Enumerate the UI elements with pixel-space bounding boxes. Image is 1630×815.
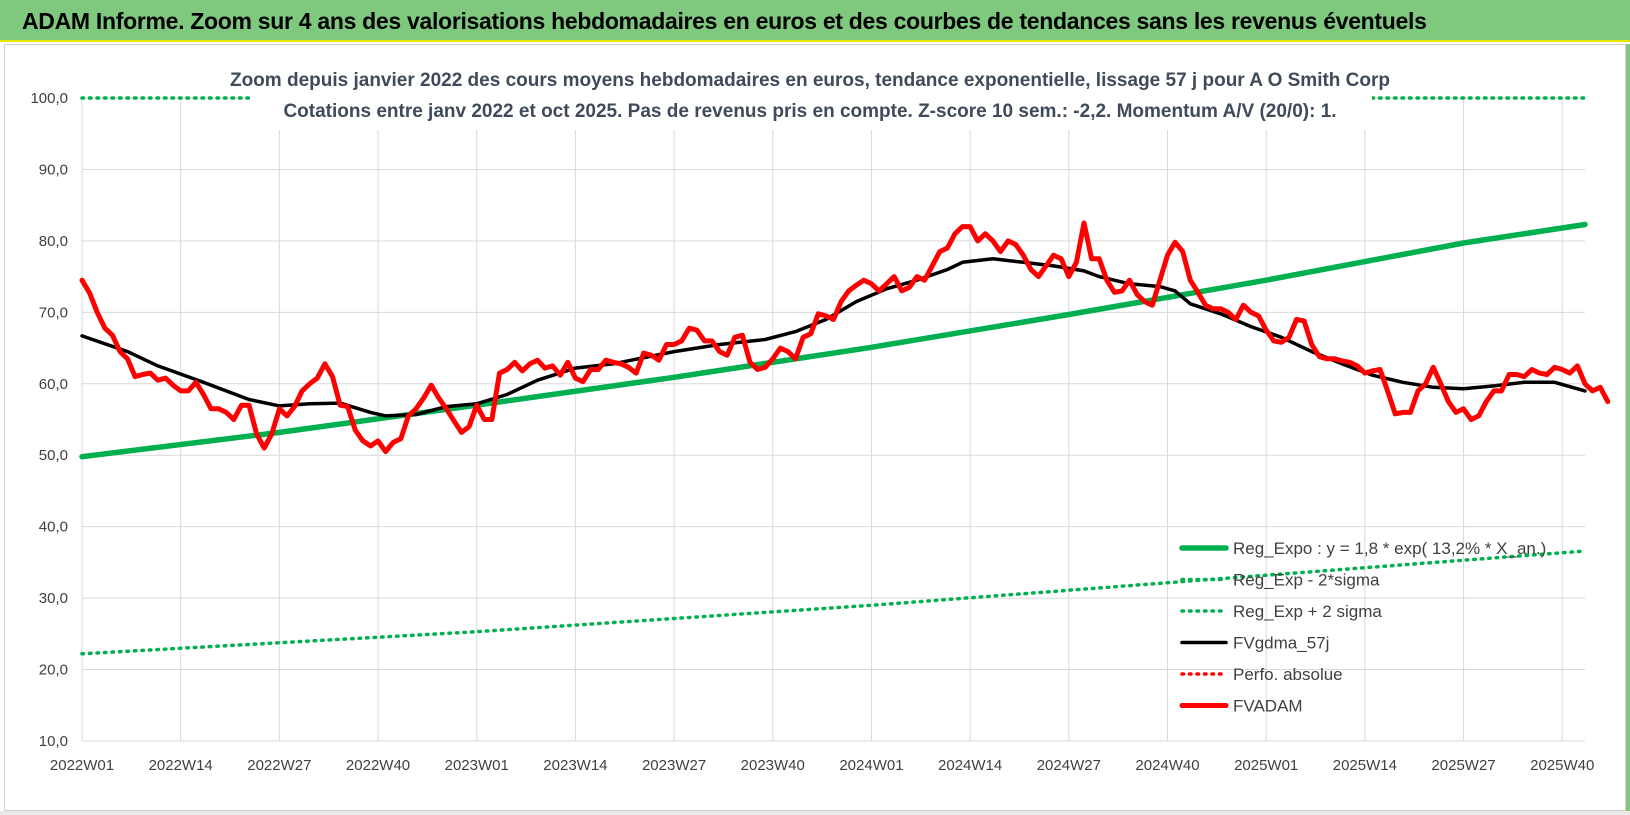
y-tick-label: 60,0 (39, 376, 68, 393)
x-tick-label: 2022W01 (50, 757, 114, 774)
legend-label: Reg_Exp - 2*sigma (1233, 571, 1380, 590)
legend-label: FVgdma_57j (1233, 634, 1329, 653)
series-line (79, 221, 1588, 460)
x-tick-label: 2025W40 (1530, 757, 1594, 774)
x-axis-ticks: 2022W01 2022W14 2022W27 2022W40 2023W01 2023W… (50, 757, 1594, 774)
y-tick-label: 20,0 (39, 662, 68, 679)
y-tick-label: 50,0 (39, 447, 68, 464)
title-background (250, 58, 1372, 130)
y-tick-label: 30,0 (39, 590, 68, 607)
x-tick-label: 2024W14 (938, 757, 1002, 774)
legend-label: Reg_Expo : y = 1,8 * exp( 13,2% * X_an.) (1233, 539, 1546, 558)
chart-title: Zoom depuis janvier 2022 des cours moyen… (230, 70, 1390, 91)
right-edge-strip (1626, 44, 1630, 815)
x-tick-label: 2024W40 (1135, 757, 1199, 774)
y-tick-label: 10,0 (39, 733, 68, 750)
legend-label: Reg_Exp + 2 sigma (1233, 602, 1382, 621)
legend-label: FVADAM (1233, 697, 1303, 716)
legend-label: Perfo. absolue (1233, 665, 1343, 684)
y-axis-ticks: 100,0 90,0 80,0 70,0 60,0 50,0 40,0 30,0 20,0 10,… (30, 90, 68, 750)
x-tick-label: 2025W27 (1431, 757, 1495, 774)
chart-frame (4, 44, 1626, 811)
y-tick-label: 80,0 (39, 233, 68, 250)
series-line (80, 257, 1587, 418)
x-tick-label: 2024W27 (1037, 757, 1101, 774)
x-tick-label: 2023W40 (741, 757, 805, 774)
x-tick-label: 2023W27 (642, 757, 706, 774)
gridlines (81, 97, 1585, 742)
y-tick-label: 100,0 (30, 90, 68, 107)
header-banner: ADAM Informe. Zoom sur 4 ans des valoris… (0, 0, 1630, 42)
page-title: ADAM Informe. Zoom sur 4 ans des valoris… (22, 8, 1427, 34)
bottom-edge-strip (0, 811, 1630, 815)
x-tick-label: 2025W14 (1333, 757, 1397, 774)
x-tick-label: 2023W01 (445, 757, 509, 774)
x-tick-label: 2023W14 (543, 757, 607, 774)
legend: Reg_Expo : y = 1,8 * exp( 13,2% * X_an.)… (1179, 539, 1546, 716)
x-tick-label: 2022W40 (346, 757, 410, 774)
x-tick-label: 2022W14 (149, 757, 213, 774)
series-line (80, 549, 1587, 656)
y-tick-label: 40,0 (39, 519, 68, 536)
x-tick-label: 2022W27 (247, 757, 311, 774)
y-tick-label: 90,0 (39, 161, 68, 178)
y-tick-label: 70,0 (39, 304, 68, 321)
chart-subtitle: Cotations entre janv 2022 et oct 2025. P… (283, 101, 1336, 122)
x-tick-label: 2024W01 (839, 757, 903, 774)
series-line (79, 220, 1611, 455)
x-tick-label: 2025W01 (1234, 757, 1298, 774)
